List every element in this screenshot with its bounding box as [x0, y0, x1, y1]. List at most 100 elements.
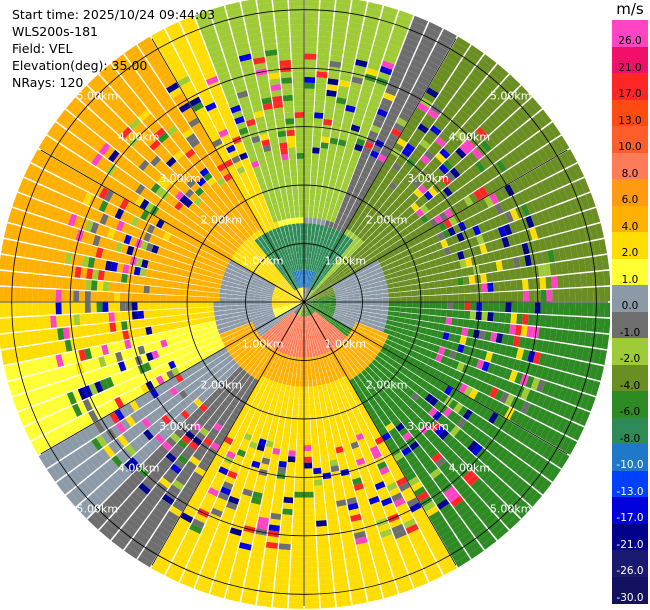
velocity-gate: [409, 319, 417, 326]
velocity-gate: [424, 443, 435, 454]
velocity-gate: [321, 256, 327, 263]
velocity-gate: [237, 547, 251, 557]
velocity-gate: [379, 322, 386, 328]
velocity-gate: [330, 197, 338, 205]
velocity-gate: [439, 148, 451, 159]
velocity-gate: [317, 267, 322, 274]
velocity-gate: [292, 368, 297, 375]
velocity-gate: [481, 232, 491, 243]
velocity-gate: [372, 374, 381, 383]
velocity-gate: [494, 503, 509, 517]
velocity-gate: [336, 372, 343, 380]
velocity-gate: [138, 319, 146, 328]
velocity-gate: [364, 416, 373, 425]
velocity-gate: [482, 302, 489, 312]
velocity-gate: [347, 27, 361, 36]
velocity-gate: [307, 276, 310, 282]
velocity-gate: [339, 74, 352, 82]
velocity-gate: [388, 267, 396, 274]
velocity-gate: [312, 259, 316, 266]
velocity-gate: [481, 311, 488, 321]
velocity-gate: [430, 49, 446, 62]
velocity-gate: [300, 322, 302, 329]
velocity-gate: [341, 438, 350, 446]
velocity-gate: [410, 21, 426, 32]
velocity-gate: [525, 389, 536, 403]
velocity-gate: [490, 261, 498, 272]
velocity-gate: [315, 290, 322, 294]
velocity-gate: [427, 447, 439, 459]
velocity-gate: [496, 354, 505, 366]
velocity-gate: [433, 98, 447, 111]
velocity-gate: [269, 518, 281, 526]
velocity-gate: [427, 570, 443, 583]
velocity-gate: [414, 368, 423, 377]
velocity-gate: [473, 391, 484, 403]
velocity-gate: [515, 127, 529, 142]
velocity-gate: [350, 82, 362, 91]
velocity-gate: [501, 356, 510, 368]
velocity-gate: [395, 157, 405, 167]
velocity-gate: [330, 368, 336, 376]
velocity-gate: [382, 242, 390, 250]
velocity-gate: [154, 302, 161, 310]
velocity-gate: [288, 444, 297, 451]
velocity-gate: [218, 560, 233, 570]
velocity-gate: [464, 77, 479, 91]
velocity-gate: [179, 276, 187, 283]
velocity-gate: [345, 556, 359, 565]
velocity-gate: [381, 314, 388, 320]
velocity-gate: [318, 159, 326, 167]
velocity-gate: [453, 478, 466, 491]
velocity-gate: [328, 524, 340, 532]
velocity-gate: [406, 215, 415, 225]
velocity-gate: [482, 100, 496, 114]
velocity-gate: [474, 431, 486, 444]
velocity-gate: [296, 439, 304, 446]
velocity-gate: [353, 427, 362, 436]
velocity-gate: [404, 362, 413, 371]
velocity-gate: [235, 510, 247, 520]
velocity-gate: [502, 170, 514, 184]
velocity-gate: [432, 322, 440, 331]
velocity-gate: [246, 513, 258, 522]
velocity-gate: [483, 183, 494, 195]
velocity-gate: [332, 326, 338, 332]
velocity-gate: [372, 382, 381, 391]
velocity-gate: [388, 413, 398, 423]
velocity-gate: [486, 494, 500, 508]
velocity-gate: [244, 482, 255, 491]
velocity-gate: [532, 151, 545, 166]
velocity-gate: [337, 139, 347, 147]
velocity-gate: [367, 188, 376, 197]
velocity-gate: [492, 228, 502, 240]
velocity-gate: [312, 313, 316, 320]
velocity-gate: [321, 231, 327, 238]
velocity-gate: [316, 281, 322, 287]
velocity-gate: [338, 315, 345, 320]
velocity-gate: [465, 257, 473, 267]
velocity-gate: [225, 593, 241, 602]
velocity-gate: [375, 408, 385, 417]
velocity-gate: [363, 576, 379, 585]
velocity-gate: [308, 289, 313, 295]
velocity-gate: [336, 499, 347, 507]
velocity-gate: [160, 302, 167, 310]
velocity-gate: [190, 290, 197, 297]
velocity-gate: [248, 293, 255, 297]
velocity-gate: [552, 205, 563, 220]
velocity-gate: [378, 168, 388, 177]
velocity-gate: [291, 556, 304, 563]
velocity-gate: [381, 163, 392, 172]
velocity-gate: [595, 365, 604, 381]
velocity-gate: [497, 271, 505, 281]
velocity-gate: [381, 265, 389, 272]
velocity-gate: [454, 352, 463, 362]
velocity-gate: [351, 250, 359, 257]
velocity-gate: [420, 555, 435, 567]
velocity-gate: [324, 332, 330, 339]
velocity-gate: [427, 21, 443, 34]
velocity-gate: [368, 130, 379, 139]
velocity-gate: [305, 293, 308, 300]
velocity-gate: [465, 168, 477, 180]
